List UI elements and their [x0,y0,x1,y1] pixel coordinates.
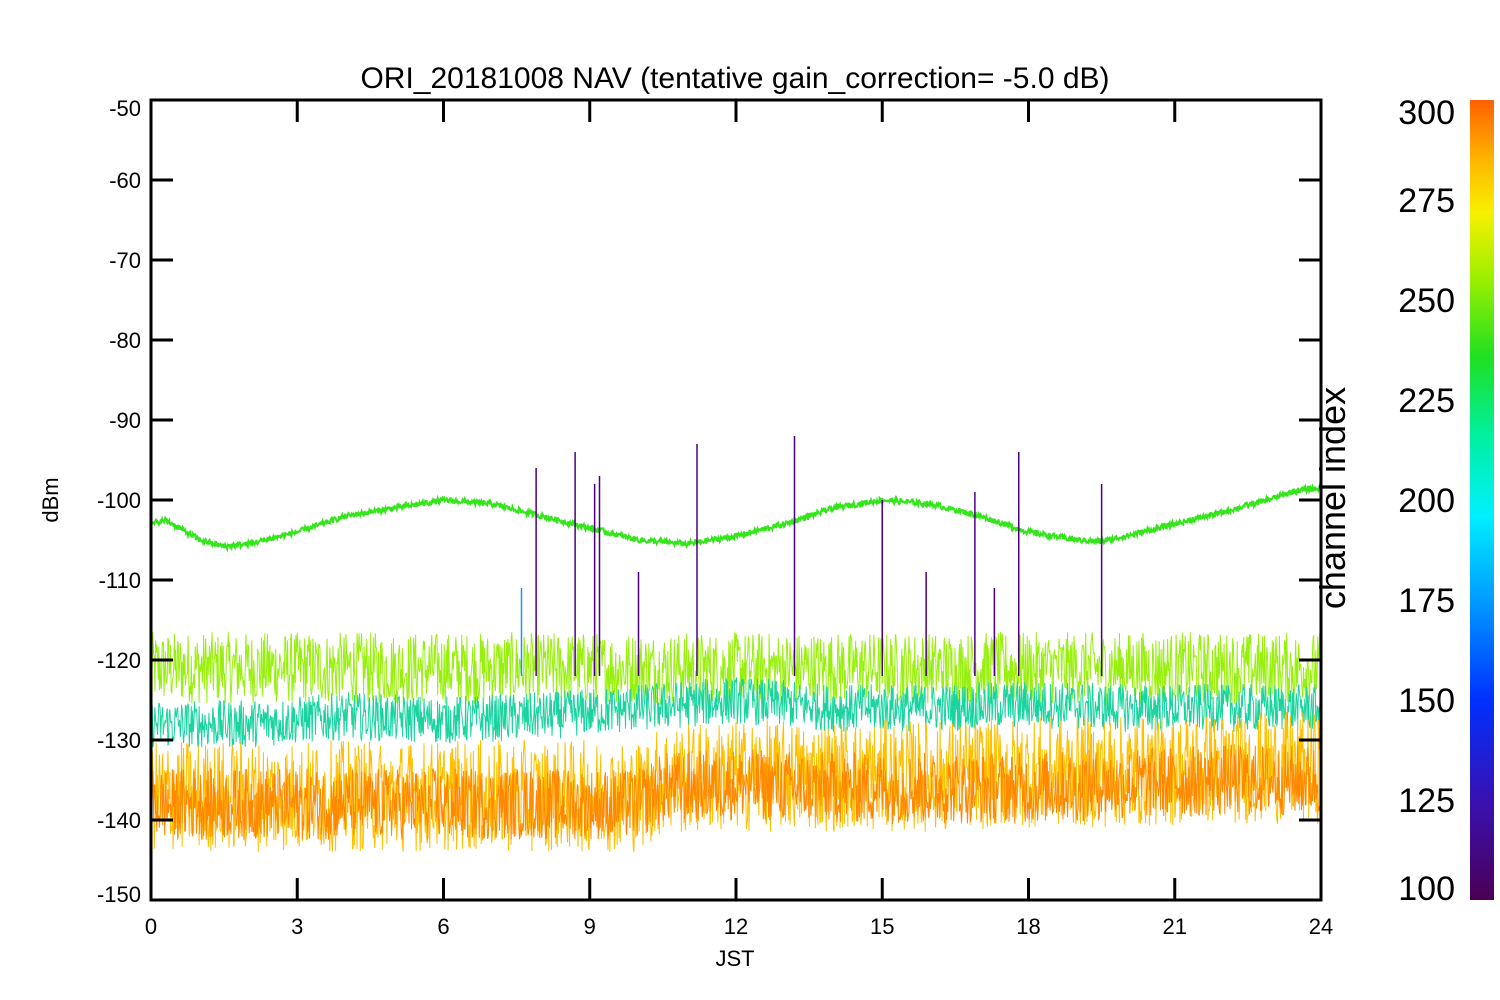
colorbar-tick-label: 300 [1398,94,1455,132]
x-tick-label: 0 [145,914,157,939]
y-tick-label: -70 [109,248,141,273]
y-tick-label: -120 [97,648,141,673]
plot-frame [149,98,1323,902]
y-axis: -50 -60 -70 -80 -90 -100 -110 -120 -130 -140 -150 [97,96,1321,907]
x-tick-label: 15 [870,914,894,939]
y-tick-label: -80 [109,328,141,353]
series-line-ch285 [151,712,1321,852]
colorbar-tick-label: 200 [1398,482,1455,520]
series-line-ch180 [151,677,1321,749]
colorbar-tick-label: 250 [1398,282,1455,320]
y-axis-label: dBm [38,477,63,522]
x-tick-label: 6 [437,914,449,939]
x-axis: 0 3 6 9 12 15 18 21 24 [145,100,1333,939]
y-tick-label: -50 [109,96,141,121]
y-tick-label: -100 [97,488,141,513]
plot-area [151,436,1321,852]
y-tick-label: -110 [99,568,141,593]
colorbar [1470,100,1494,900]
x-tick-label: 9 [584,914,596,939]
y-tick-label: -130 [97,728,141,753]
y-tick-label: -60 [109,168,141,193]
x-tick-label: 3 [291,914,303,939]
colorbar-tick-label: 150 [1398,682,1455,720]
x-tick-label: 12 [724,914,748,939]
x-axis-label: JST [715,946,754,971]
series-line-ch300 [151,744,1321,840]
colorbar-tick-label: 175 [1398,582,1455,620]
y-tick-label: -90 [109,408,141,433]
y-tick-label: -140 [97,808,141,833]
y-tick-label: -150 [97,882,141,907]
x-tick-label: 18 [1016,914,1040,939]
colorbar-tick-label: 100 [1398,870,1455,908]
colorbar-tick-label: 225 [1398,382,1455,420]
colorbar-ticks: 300 275 250 225 200 175 150 125 100 [1398,94,1455,908]
colorbar-tick-label: 125 [1398,782,1455,820]
colorbar-label: channel index [1312,387,1353,609]
chart-title: ORI_20181008 NAV (tentative gain_correct… [360,62,1109,95]
colorbar-tick-label: 275 [1398,182,1455,220]
series-line-ch265 [151,632,1321,706]
x-tick-label: 24 [1309,914,1333,939]
series-line-ch240 [151,482,1321,553]
x-tick-label: 21 [1163,914,1187,939]
